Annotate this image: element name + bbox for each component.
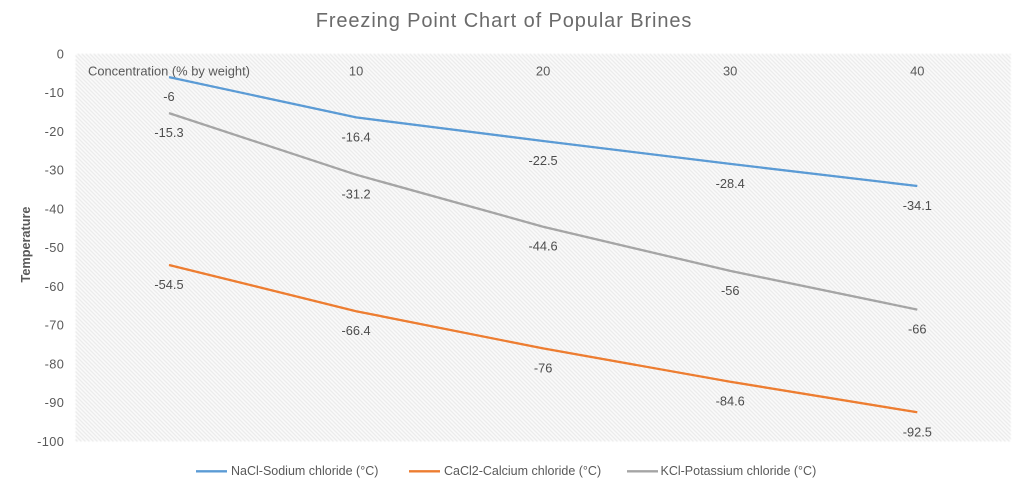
svg-text:-40: -40 (45, 201, 65, 216)
svg-text:0: 0 (57, 46, 65, 61)
svg-text:-56: -56 (721, 283, 740, 298)
svg-text:-44.6: -44.6 (529, 239, 558, 254)
svg-text:-100: -100 (37, 434, 64, 449)
svg-text:10: 10 (349, 63, 363, 78)
svg-text:CaCl2-Calcium chloride (°C): CaCl2-Calcium chloride (°C) (444, 464, 601, 478)
svg-text:30: 30 (723, 63, 737, 78)
svg-text:-80: -80 (45, 357, 65, 372)
svg-text:-76: -76 (534, 360, 553, 375)
svg-text:20: 20 (536, 63, 550, 78)
svg-text:40: 40 (910, 63, 924, 78)
svg-text:-10: -10 (45, 85, 65, 100)
svg-text:-66.4: -66.4 (342, 323, 371, 338)
svg-text:-30: -30 (45, 163, 65, 178)
svg-text:Concentration (% by weight): Concentration (% by weight) (88, 63, 250, 78)
svg-text:-54.5: -54.5 (154, 277, 183, 292)
svg-text:-15.3: -15.3 (154, 125, 183, 140)
svg-text:-20: -20 (45, 124, 65, 139)
svg-text:-34.1: -34.1 (903, 198, 932, 213)
svg-text:-90: -90 (45, 395, 65, 410)
svg-text:Temperature: Temperature (19, 207, 33, 283)
svg-text:-50: -50 (45, 240, 65, 255)
svg-text:-70: -70 (45, 318, 65, 333)
svg-text:Freezing Point Chart of Popula: Freezing Point Chart of Popular Brines (316, 10, 693, 32)
svg-text:-28.4: -28.4 (716, 176, 745, 191)
svg-text:-66: -66 (908, 322, 927, 337)
svg-text:-60: -60 (45, 279, 65, 294)
svg-text:-16.4: -16.4 (342, 129, 371, 144)
svg-text:-6: -6 (163, 89, 174, 104)
svg-text:-92.5: -92.5 (903, 424, 932, 439)
svg-text:-84.6: -84.6 (716, 394, 745, 409)
svg-text:KCl-Potassium chloride (°C): KCl-Potassium chloride (°C) (661, 464, 817, 478)
svg-text:NaCl-Sodium chloride (°C): NaCl-Sodium chloride (°C) (231, 464, 378, 478)
svg-text:-31.2: -31.2 (342, 187, 371, 202)
svg-text:-22.5: -22.5 (529, 153, 558, 168)
